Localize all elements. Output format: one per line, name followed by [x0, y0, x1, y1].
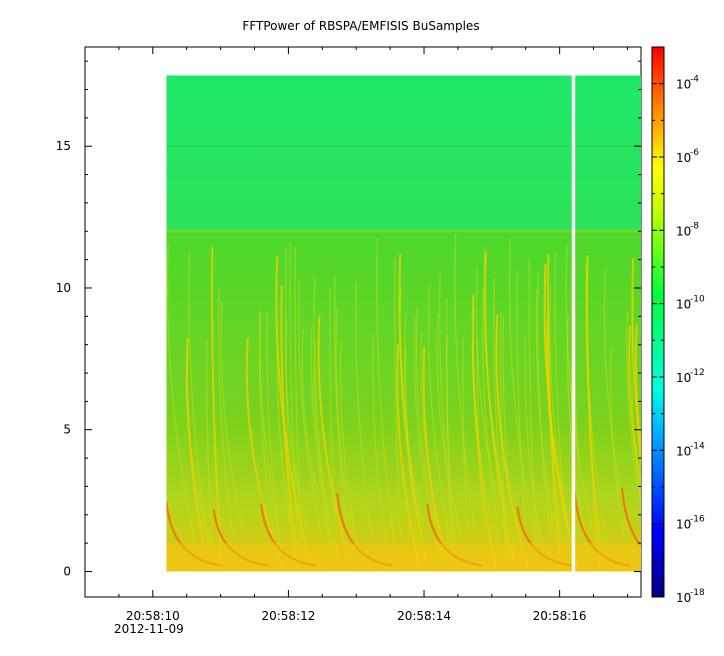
chorus-streak — [313, 276, 335, 566]
spectrogram-image — [166, 75, 642, 572]
chorus-streak — [313, 342, 340, 559]
chorus-streak — [396, 344, 421, 569]
x-axis-ticks: 20:58:10 20:58:12 20:58:14 20:58:16 — [84, 47, 628, 623]
colorbar-tick-base: 10 — [676, 518, 691, 532]
colorbar-tick-exponent: -18 — [690, 588, 705, 598]
chorus-streak — [298, 280, 331, 569]
colorbar-tick-base: 10 — [676, 298, 691, 312]
chorus-streak — [528, 258, 539, 570]
y-axis-ticks: 0 5 10 15 — [56, 60, 641, 578]
colorbar-tick-base: 10 — [676, 224, 691, 238]
colorbar-tick-base: 10 — [676, 78, 691, 92]
chorus-streak — [399, 286, 429, 567]
chorus-streak — [603, 268, 639, 571]
chorus-streak — [340, 340, 361, 560]
chorus-streak — [428, 284, 456, 565]
chorus-streak — [220, 301, 252, 564]
chart-title: FFTPower of RBSPA/EMFISIS BuSamples — [242, 19, 479, 33]
x-tick-label: 20:58:12 — [261, 609, 315, 623]
chorus-streak — [549, 283, 576, 563]
chorus-streak — [285, 247, 293, 563]
chorus-streak — [436, 313, 473, 571]
colorbar-tick-exponent: -12 — [690, 368, 705, 378]
chorus-streak — [310, 324, 338, 564]
chorus-streak — [188, 250, 211, 560]
chorus-streak — [481, 290, 504, 559]
chorus-streak — [355, 281, 376, 559]
chorus-streak — [415, 308, 444, 563]
chorus-streak — [610, 347, 631, 572]
data-gap — [571, 75, 576, 572]
chorus-streak — [404, 314, 421, 562]
chorus-streak — [218, 287, 237, 562]
chorus-streak — [186, 338, 211, 571]
chorus-streak — [206, 339, 215, 562]
chorus-streak — [317, 315, 351, 561]
colorbar-tick-base: 10 — [676, 444, 691, 458]
x-tick-label: 20:58:16 — [533, 609, 587, 623]
chorus-streak — [439, 272, 460, 566]
chorus-streak — [471, 294, 498, 572]
colorbar-tick-exponent: -8 — [690, 221, 699, 231]
chorus-streak — [394, 258, 402, 561]
chorus-streak — [500, 312, 508, 566]
colorbar-tick-exponent: -14 — [690, 441, 705, 451]
chorus-streak — [493, 278, 509, 562]
colorbar-tick-exponent: -16 — [690, 515, 705, 525]
colorbar-tick-base: 10 — [676, 151, 691, 165]
y-tick-label: 5 — [63, 423, 71, 437]
chorus-streak — [294, 247, 303, 561]
chorus-streak — [422, 346, 447, 562]
x-axis-date-label: 2012-11-09 — [114, 622, 184, 636]
chorus-streak — [445, 298, 456, 563]
chorus-streak — [454, 232, 482, 563]
chorus-streak — [547, 253, 563, 571]
colorbar-tick-base: 10 — [676, 371, 691, 385]
chorus-streak — [276, 327, 298, 566]
chorus-streak — [376, 237, 398, 559]
chorus-streak — [285, 318, 318, 568]
chorus-streak — [586, 255, 602, 570]
chorus-streak — [211, 246, 223, 570]
chorus-streak — [166, 243, 200, 558]
x-tick-label: 20:58:10 — [126, 609, 180, 623]
chorus-streak — [631, 325, 642, 509]
chorus-streak — [329, 288, 339, 565]
chorus-streak — [631, 258, 642, 470]
chorus-streak — [536, 273, 554, 559]
upper-band-region — [166, 75, 642, 232]
chorus-streak — [258, 311, 279, 559]
y-tick-label: 10 — [56, 281, 71, 295]
colorbar-tick-exponent: -10 — [690, 295, 705, 305]
x-tick-label: 20:58:14 — [397, 609, 451, 623]
chorus-streak — [259, 314, 288, 561]
y-tick-label: 15 — [56, 139, 71, 153]
chorus-streak — [626, 311, 642, 509]
chorus-streak — [280, 285, 299, 561]
chorus-streak — [289, 242, 301, 569]
chorus-streak — [634, 324, 642, 457]
colorbar-tick-exponent: -6 — [690, 148, 699, 158]
y-tick-label: 0 — [63, 564, 71, 578]
colorbar-tick-exponent: -4 — [690, 75, 699, 85]
chorus-streak — [335, 308, 357, 565]
chorus-streak — [462, 339, 471, 569]
chorus-streak — [524, 334, 547, 567]
colorbar-tick-base: 10 — [676, 591, 691, 605]
colorbar — [651, 46, 665, 598]
chorus-streak — [554, 251, 572, 570]
chorus-streak — [508, 238, 543, 572]
chorus-streak — [483, 245, 522, 570]
chorus-streak — [475, 267, 514, 563]
chorus-streak — [372, 335, 390, 561]
chorus-streak — [266, 311, 284, 566]
low-frequency-band — [166, 543, 642, 572]
chorus-streak — [516, 271, 530, 561]
